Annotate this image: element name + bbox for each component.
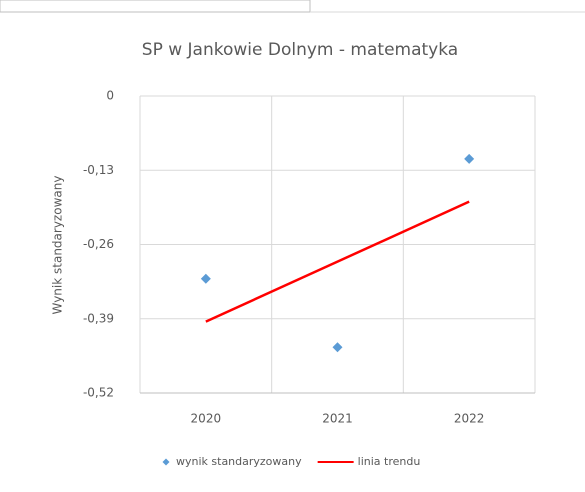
marker	[200, 273, 211, 284]
marker	[332, 342, 343, 353]
y-tick-label: 0	[106, 89, 114, 103]
y-tick-label: -0,26	[83, 237, 114, 251]
y-tick-label: -0,13	[83, 163, 114, 177]
y-tick-label: -0,52	[83, 386, 114, 400]
chart-title: SP w Jankowie Dolnym - matematyka	[142, 40, 458, 60]
x-tick-label: 2021	[322, 412, 353, 426]
marker	[464, 153, 475, 164]
legend-label: linia trendu	[358, 455, 421, 468]
y-tick-label: -0,39	[83, 311, 114, 325]
trend-line	[205, 200, 470, 323]
y-axis-label: Wynik standaryzowany	[51, 176, 65, 315]
x-tick-label: 2022	[454, 412, 485, 426]
legend-label: wynik standaryzowany	[176, 455, 302, 468]
cell-box	[0, 0, 311, 13]
legend-marker	[162, 458, 170, 466]
x-tick-label: 2020	[191, 412, 222, 426]
